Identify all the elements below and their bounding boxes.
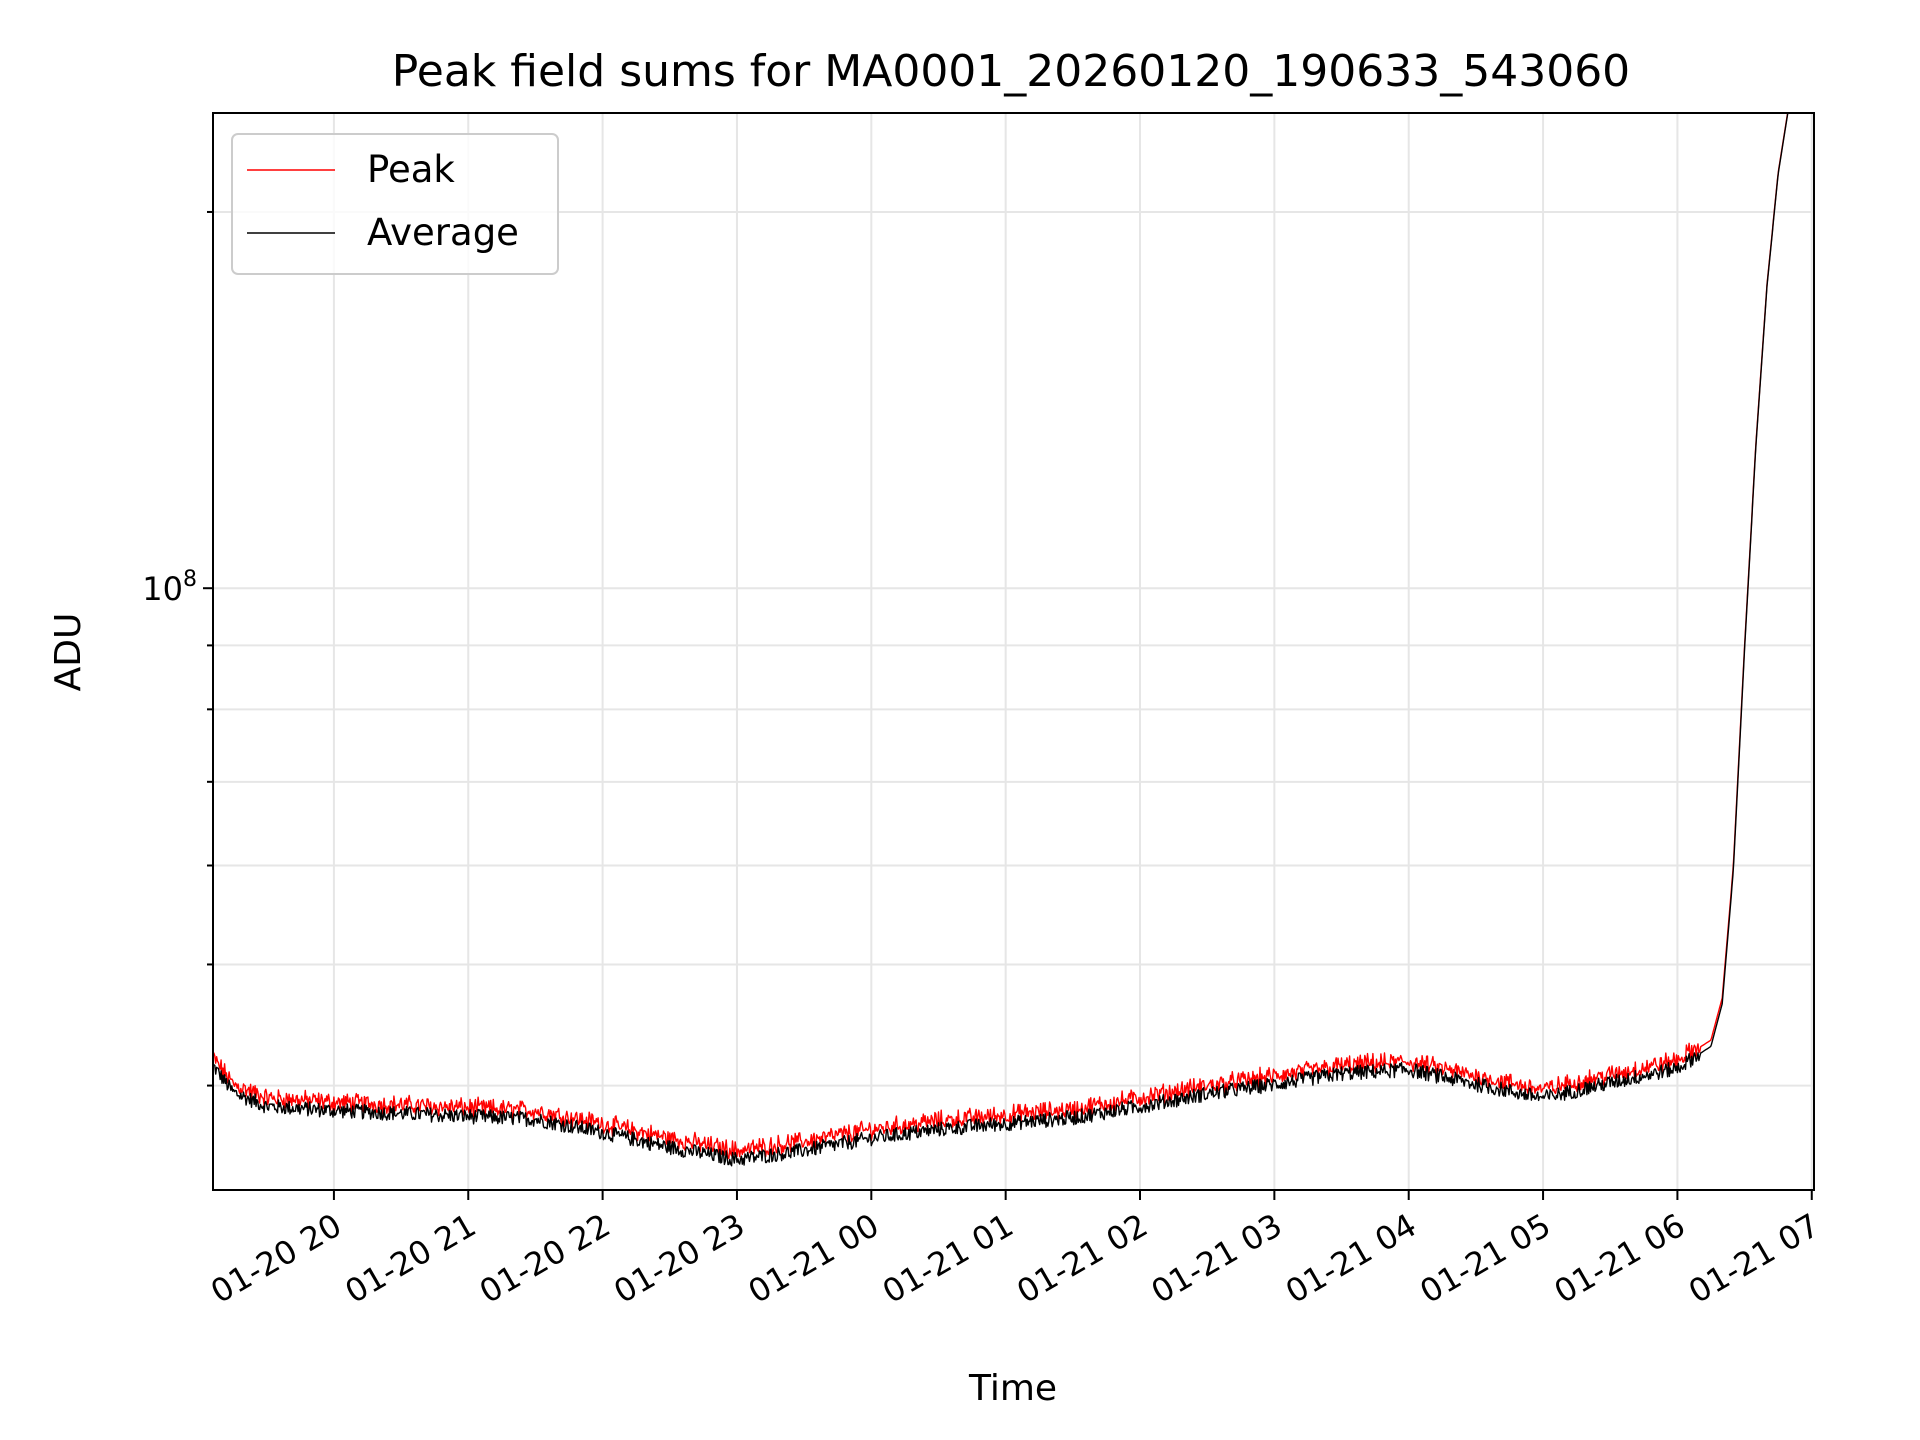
plot-frame bbox=[212, 112, 1815, 1191]
x-tick-label: 01-21 00 bbox=[742, 1206, 886, 1311]
grid-lines bbox=[213, 113, 1814, 1190]
x-tick-label: 01-21 02 bbox=[1010, 1206, 1154, 1311]
x-tick-label: 01-21 07 bbox=[1682, 1206, 1826, 1311]
y-tick-label: 108 bbox=[142, 567, 197, 608]
legend-peak-label: Peak bbox=[367, 148, 455, 191]
series-line-peak bbox=[213, 113, 1789, 1160]
x-tick-label: 01-21 04 bbox=[1279, 1206, 1423, 1311]
legend-box bbox=[231, 133, 559, 275]
x-tick-label: 01-21 06 bbox=[1548, 1206, 1692, 1311]
x-tick-label: 01-20 23 bbox=[607, 1206, 751, 1311]
y-axis-ticks: 108 bbox=[142, 210, 213, 1087]
chart-title: Peak field sums for MA0001_20260120_1906… bbox=[392, 46, 1630, 97]
x-axis-label: Time bbox=[968, 1368, 1057, 1409]
x-tick-label: 01-20 20 bbox=[204, 1206, 348, 1311]
legend-average-label: Average bbox=[367, 211, 519, 254]
series-line-average bbox=[213, 113, 1789, 1167]
x-tick-label: 01-20 21 bbox=[339, 1206, 483, 1311]
series-group bbox=[213, 113, 1789, 1167]
x-tick-label: 01-20 22 bbox=[473, 1206, 617, 1311]
x-tick-label: 01-21 05 bbox=[1413, 1206, 1557, 1311]
legend: Peak Average bbox=[231, 133, 559, 275]
x-tick-label: 01-21 01 bbox=[876, 1206, 1020, 1311]
x-tick-label: 01-21 03 bbox=[1145, 1206, 1289, 1311]
y-axis-label: ADU bbox=[48, 613, 89, 692]
